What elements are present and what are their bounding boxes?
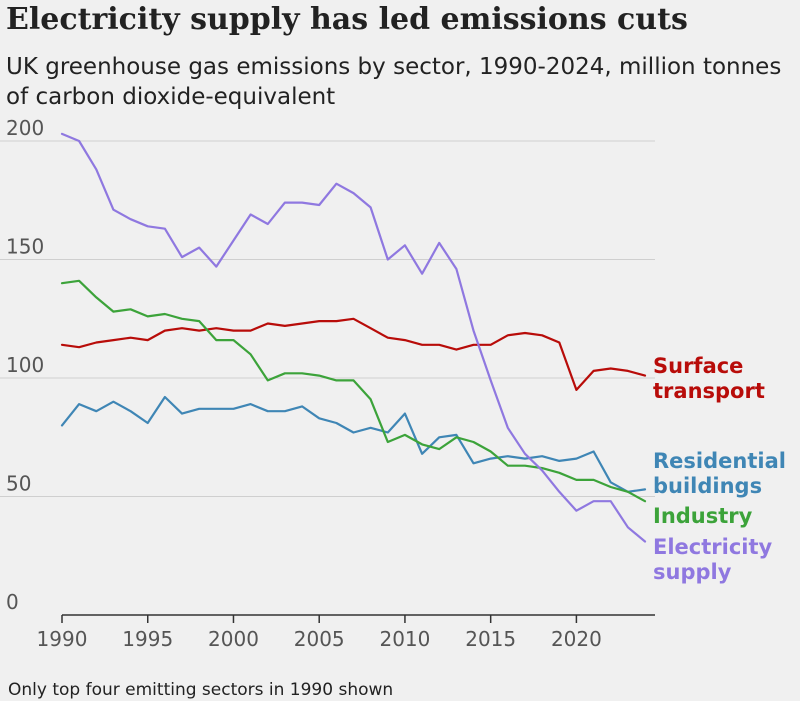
- series-label-line: supply: [653, 560, 732, 584]
- chart-footnote: Only top four emitting sectors in 1990 s…: [8, 680, 394, 700]
- series-line: [60, 279, 647, 503]
- series-labels: Surface transport Residential buildings Indu…: [653, 354, 786, 584]
- y-tick-label: 150: [6, 235, 44, 259]
- series-label-line: buildings: [653, 474, 762, 498]
- x-tick-label: 2015: [465, 627, 516, 651]
- chart-title: Electricity supply has led emissions cut…: [6, 2, 688, 37]
- series-lines: [60, 132, 647, 543]
- y-tick-label: 50: [6, 472, 31, 496]
- series-label: Residential buildings: [653, 449, 786, 498]
- series-label: Electricity supply: [653, 535, 773, 584]
- series-label: Industry: [653, 504, 753, 528]
- y-tick-label: 0: [6, 590, 19, 614]
- x-tick-label: 2005: [294, 627, 345, 651]
- y-axis-ticks: 0 50 100 150 200: [6, 116, 44, 614]
- series-label-line: Industry: [653, 504, 753, 528]
- series-label-line: Electricity: [653, 535, 773, 559]
- x-tick-label: 2010: [379, 627, 430, 651]
- y-tick-label: 200: [6, 116, 44, 140]
- x-axis-ticks: 1990 1995 2000 2005 2010 2015 2020: [37, 615, 602, 651]
- series-label-line: Surface: [653, 354, 743, 378]
- chart-subtitle: UK greenhouse gas emissions by sector, 1…: [6, 54, 782, 110]
- grid-lines: [0, 140, 655, 616]
- x-tick-label: 2000: [208, 627, 259, 651]
- series-line: [60, 132, 647, 543]
- series-line: [60, 317, 647, 391]
- x-tick-label: 1990: [37, 627, 88, 651]
- series-label-line: transport: [653, 379, 765, 403]
- x-tick-label: 1995: [122, 627, 173, 651]
- y-tick-label: 100: [6, 353, 44, 377]
- series-label: Surface transport: [653, 354, 765, 403]
- series-line: [60, 395, 647, 493]
- series-label-line: Residential: [653, 449, 786, 473]
- x-tick-label: 2020: [551, 627, 602, 651]
